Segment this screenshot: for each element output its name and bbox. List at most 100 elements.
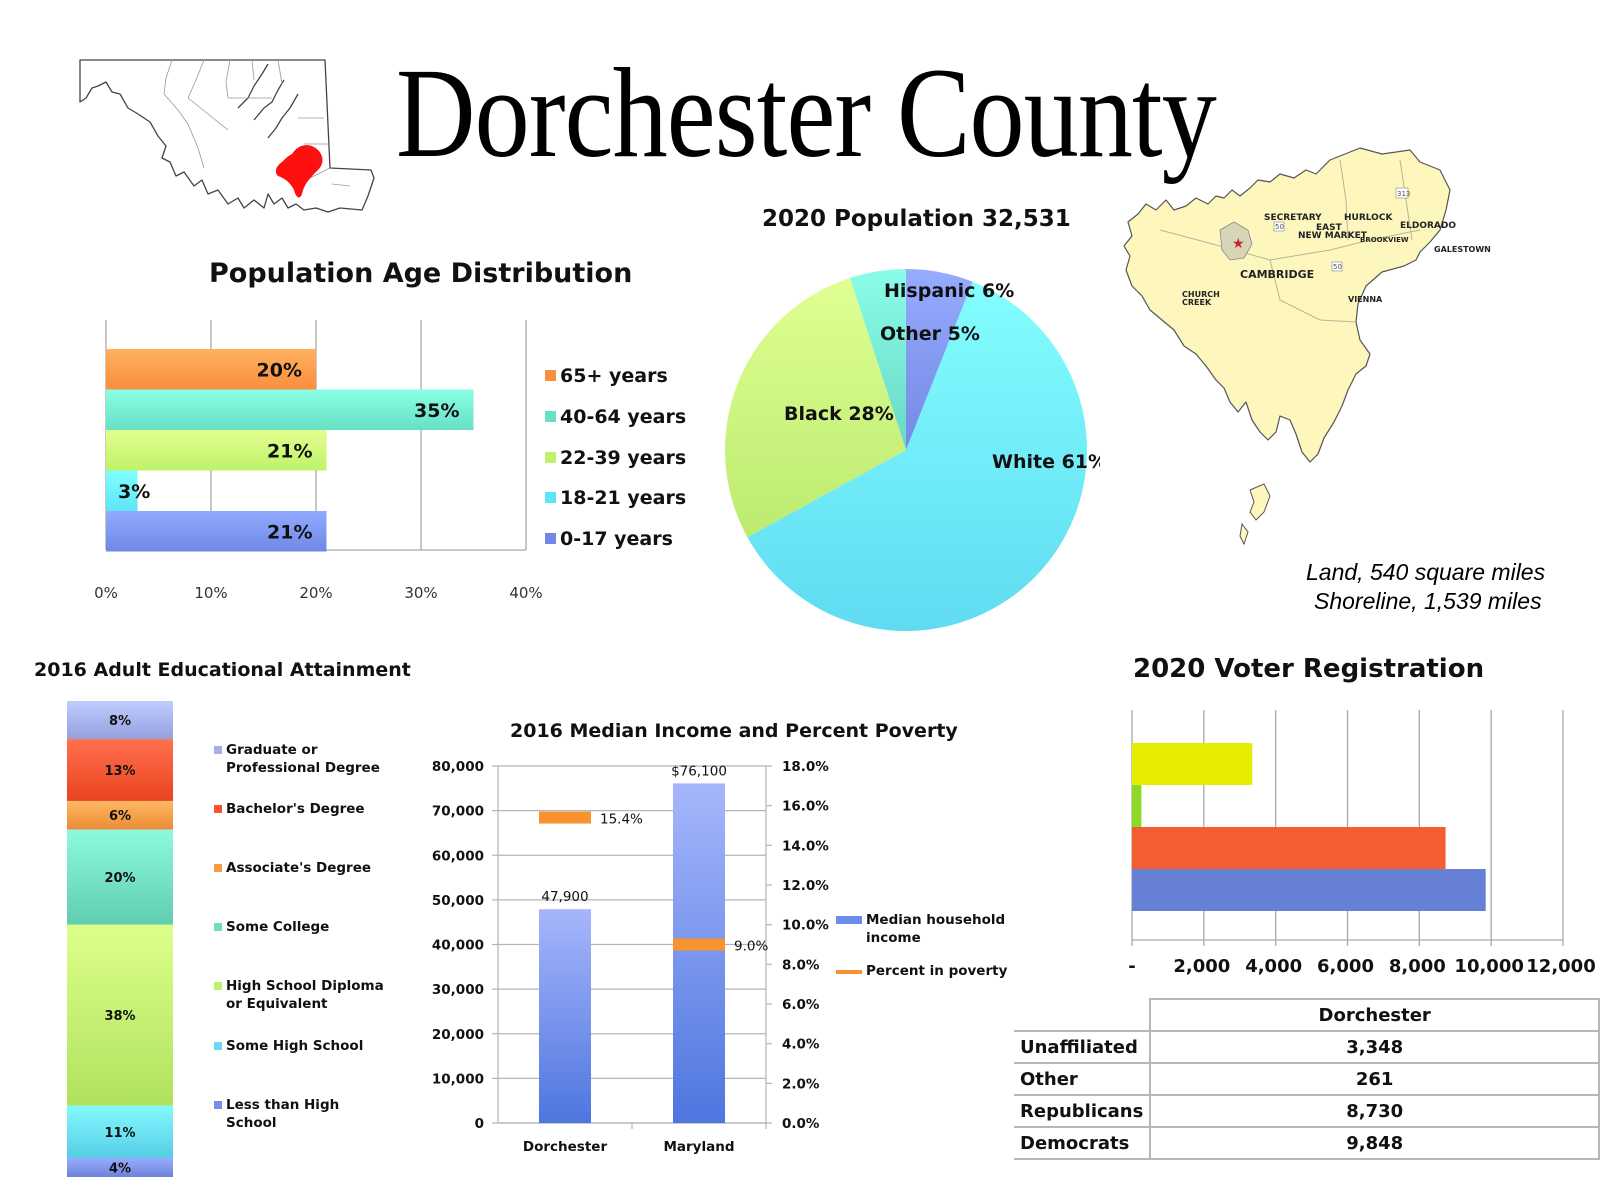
age-chart-title: Population Age Distribution [209,258,633,289]
age-bar [106,511,327,552]
voter-table-header-row: Dorchester [1014,998,1600,1032]
x-tick-label: 0% [94,584,118,602]
legend-label: 65+ years [560,365,668,387]
route-shield-50-icon: 50 [1333,263,1342,271]
education-legend-item: Bachelor's Degree [214,801,365,819]
legend-swatch [214,864,222,872]
legend-swatch [214,982,222,990]
education-legend-item: Some High School [214,1038,363,1056]
education-legend-item: Graduate or Professional Degree [214,742,380,777]
age-bar-label: 20% [257,359,302,381]
y-right-tick-label: 18.0% [782,759,829,775]
education-chart-title: 2016 Adult Educational Attainment [34,659,411,681]
legend-label: Some College [226,919,329,937]
age-legend-item: 65+ years [545,365,668,387]
legend-label: 18-21 years [560,487,687,510]
map-label-new-market: NEW MARKET [1298,231,1368,241]
legend-swatch [545,370,556,381]
age-legend-item: 18-21 years [545,487,686,509]
legend-label-line: Some College [226,919,330,935]
legend-swatch [545,533,556,545]
age-legend-item: 0-17 years [545,528,673,550]
voter-party-count: 9,848 [1149,1126,1600,1160]
map-label-vienna: VIENNA [1348,295,1383,304]
maryland-outline [79,59,375,213]
legend-label-line: Less than High [226,1097,340,1113]
x-tick-label: 40% [509,584,542,602]
voter-bar [1132,743,1253,785]
voter-registration-chart: - 2,000 4,000 6,000 8,000 10,000 12,000 [1128,710,1596,977]
legend-swatch [214,1101,222,1109]
legend-label: Graduate or Professional Degree [226,742,380,777]
voter-party-count: 8,730 [1149,1094,1600,1128]
education-segment-label: 6% [109,809,131,824]
x-category-label: Maryland [663,1139,734,1155]
age-legend-item: 40-64 years [545,406,686,428]
education-segment-label: 38% [104,1009,135,1024]
legend-label-line: Median household [866,912,1006,928]
y-right-tick-label: 12.0% [782,878,829,894]
y-right-tick-label: 6.0% [782,997,820,1013]
education-segment [67,924,173,1106]
map-label-brookview: BROOKVIEW [1360,236,1409,244]
age-bar-label: 3% [118,481,150,503]
poverty-marker [539,811,591,824]
land-area-caption: Land, 540 square miles [1306,559,1546,585]
legend-swatch [836,916,862,924]
legend-swatch [545,492,556,504]
dorchester-highlight [275,145,323,198]
voter-party-label: Democrats [1014,1126,1152,1160]
y-right-tick-label: 16.0% [782,799,829,815]
map-label-east: EAST [1316,223,1343,233]
age-bar-label: 35% [414,400,459,422]
age-bar [106,470,138,511]
y-right-tick-label: 10.0% [782,918,829,934]
poverty-marker [673,938,725,951]
dorchester-county-map: ★ SECRETARY HURLOCK EAST NEW MARKET ELDO… [1123,147,1491,546]
education-segment [67,1157,173,1177]
y-left-tick-label: 0 [475,1116,484,1132]
income-bar [673,783,725,1123]
education-segment [67,701,173,740]
legend-label-line: Professional Degree [226,759,380,776]
income-legend-item: Median household income [836,912,1005,947]
voter-table-column-header: Dorchester [1149,998,1600,1032]
y-left-tick-label: 70,000 [432,804,484,820]
legend-swatch [214,746,222,754]
y-left-tick-label: 50,000 [432,893,484,909]
y-right-tick-label: 2.0% [782,1076,820,1092]
map-label-creek: CREEK [1182,298,1212,307]
route-shield-50-icon: 50 [1275,223,1284,231]
legend-label-line: Graduate or [226,742,318,758]
x-tick-label: 8,000 [1389,956,1446,977]
age-bar-label: 21% [267,440,312,462]
y-left-tick-label: 20,000 [432,1027,484,1043]
pie-slice-label: Black 28% [784,403,894,425]
map-label-secretary: SECRETARY [1264,213,1322,223]
pie-slice-label: Hispanic 6% [884,280,1014,302]
voter-table-row: Democrats 9,848 [1014,1126,1600,1160]
y-left-tick-label: 40,000 [432,938,484,954]
map-label-galestown: GALESTOWN [1434,245,1491,254]
education-legend-item: Some College [214,919,329,937]
legend-label-line: High School Diploma [226,978,384,994]
voter-table-row: Other 261 [1014,1062,1600,1096]
population-chart-title: 2020 Population 32,531 [762,206,1071,232]
pie-slice [747,281,1087,631]
legend-label: Bachelor's Degree [226,801,365,819]
education-segment-label: 20% [104,871,135,886]
legend-label-line: School [226,1114,277,1131]
voter-bar [1132,869,1486,911]
voter-table-row: Republicans 8,730 [1014,1094,1600,1128]
shoreline-caption: Shoreline, 1,539 miles [1314,588,1542,614]
voter-table-row: Unaffiliated 3,348 [1014,1030,1600,1064]
legend-label-line: Bachelor's Degree [226,801,365,817]
y-left-tick-label: 30,000 [432,982,484,998]
county-seat-star-icon: ★ [1232,236,1245,252]
x-tick-label: 10,000 [1454,956,1523,977]
education-segment [67,800,173,830]
legend-label: 40-64 years [560,405,687,428]
pie-slice [906,269,973,450]
voter-bar [1132,827,1446,869]
income-poverty-chart: 0 10,000 20,000 30,000 40,000 50,000 60,000 70,… [432,759,829,1155]
